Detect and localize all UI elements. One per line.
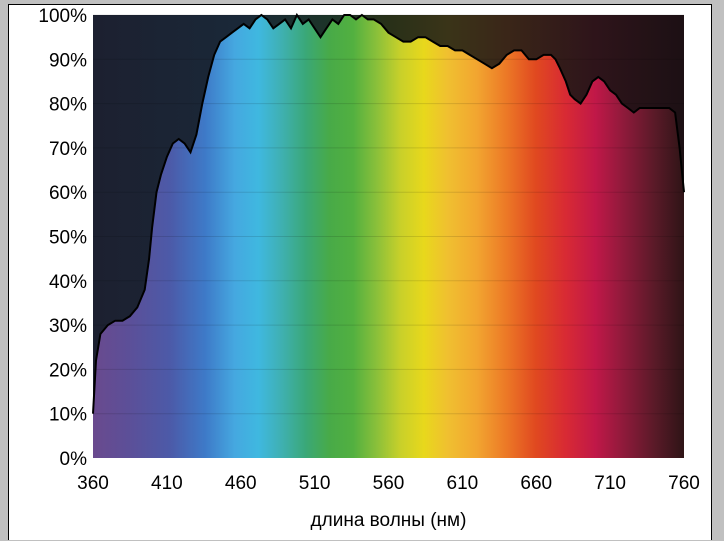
y-tick-label: 50%	[49, 228, 87, 249]
x-tick-label: 560	[373, 473, 405, 494]
y-tick-label: 100%	[38, 6, 87, 27]
x-tick-label: 710	[594, 473, 626, 494]
y-tick-label: 30%	[49, 316, 87, 337]
y-tick-label: 60%	[49, 183, 87, 204]
y-tick-label: 0%	[60, 449, 88, 470]
grid-lines	[93, 14, 684, 415]
x-tick-labels: 360 410 460 510 560 610 660 710 760	[77, 473, 700, 494]
y-tick-label: 90%	[49, 50, 87, 71]
x-tick-label: 610	[447, 473, 479, 494]
y-tick-label: 20%	[49, 360, 87, 381]
x-tick-label: 510	[299, 473, 331, 494]
y-tick-label: 40%	[49, 272, 87, 293]
x-axis-label: длина волны (нм)	[311, 510, 467, 531]
spectrum-chart: 0% 10% 20% 30% 40% 50% 60% 70% 80% 90% 100% 360 410…	[38, 6, 700, 531]
chart-frame: 0% 10% 20% 30% 40% 50% 60% 70% 80% 90% 100% 360 410…	[8, 4, 712, 540]
x-tick-label: 360	[77, 473, 109, 494]
x-tick-label: 410	[151, 473, 183, 494]
x-tick-label: 460	[225, 473, 257, 494]
transmission-line	[92, 12, 685, 414]
y-tick-label: 80%	[49, 95, 87, 116]
x-tick-label: 660	[520, 473, 552, 494]
y-tick-label: 10%	[49, 405, 87, 426]
transmission-area	[93, 15, 684, 458]
x-tick-label: 760	[668, 473, 700, 494]
y-tick-label: 70%	[49, 139, 87, 160]
y-tick-labels: 0% 10% 20% 30% 40% 50% 60% 70% 80% 90% 100%	[38, 6, 87, 470]
